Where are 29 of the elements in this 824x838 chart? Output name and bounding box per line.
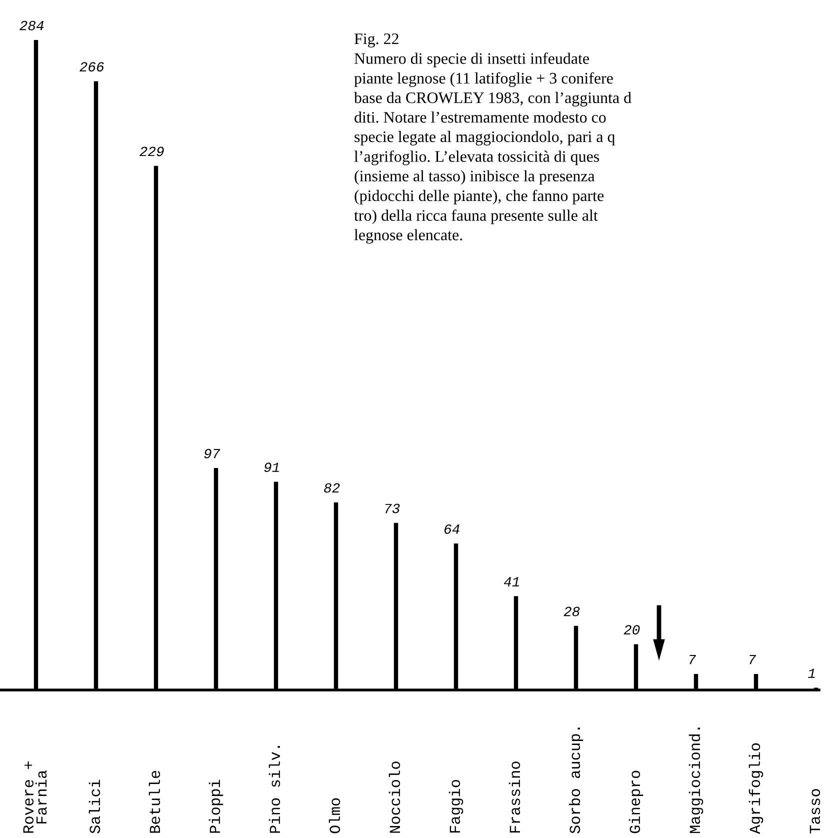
x-tick-label: Olmo xyxy=(328,798,340,834)
data-label: 284 xyxy=(20,20,44,30)
data-label: 266 xyxy=(80,62,104,72)
x-tick-label: Frassino xyxy=(508,762,520,833)
text: Fig. 22 Numero di specie di insetti infeudate piante legnose (11 latifoglie + 3 conifere base da CROWLEY 1983, con l’aggiunta d diti. Notare l’estremamente modesto co specie legate al maggiociondolo, pari a q l’agrifoglio. L’elevata tossicità di ques (insieme al tasso) inibisce la presenza (pidocchi delle piante), che fanno parte tro) della ricca fauna presente sulle alt legnose elencate. xyxy=(354,33,632,244)
data-label: 64 xyxy=(444,524,460,534)
x-tick-label: Ginepro xyxy=(628,770,644,834)
data-label: 97 xyxy=(204,448,220,458)
x-tick-label: Agrifoglio xyxy=(748,743,764,834)
data-label: 73 xyxy=(385,504,400,514)
data-label: 7 xyxy=(750,655,756,664)
x-tick-label: Pioppi xyxy=(208,780,224,833)
data-label: 20 xyxy=(624,625,640,635)
x-tick-label: Tasso xyxy=(810,789,820,834)
data-label: 1 xyxy=(808,668,815,678)
x-tick-label: Faggio xyxy=(448,780,464,833)
data-label: 82 xyxy=(324,483,340,493)
x-tick-label: Salici xyxy=(88,780,100,834)
x-tick-label: Pino silv. xyxy=(268,746,280,833)
x-tick-label: Betulle xyxy=(148,770,160,833)
data-label: 91 xyxy=(264,462,279,472)
data-label: 7 xyxy=(690,655,696,664)
data-label: 28 xyxy=(564,606,580,616)
x-tick-label: Rovere + Farnia xyxy=(23,762,47,833)
data-label: 229 xyxy=(140,146,164,156)
x-tick-label: Sorbo aucup. xyxy=(568,728,584,834)
data-label: 41 xyxy=(504,577,519,586)
x-tick-label: Nocciolo xyxy=(388,762,400,833)
x-tick-label: Maggiociond. xyxy=(688,728,704,834)
